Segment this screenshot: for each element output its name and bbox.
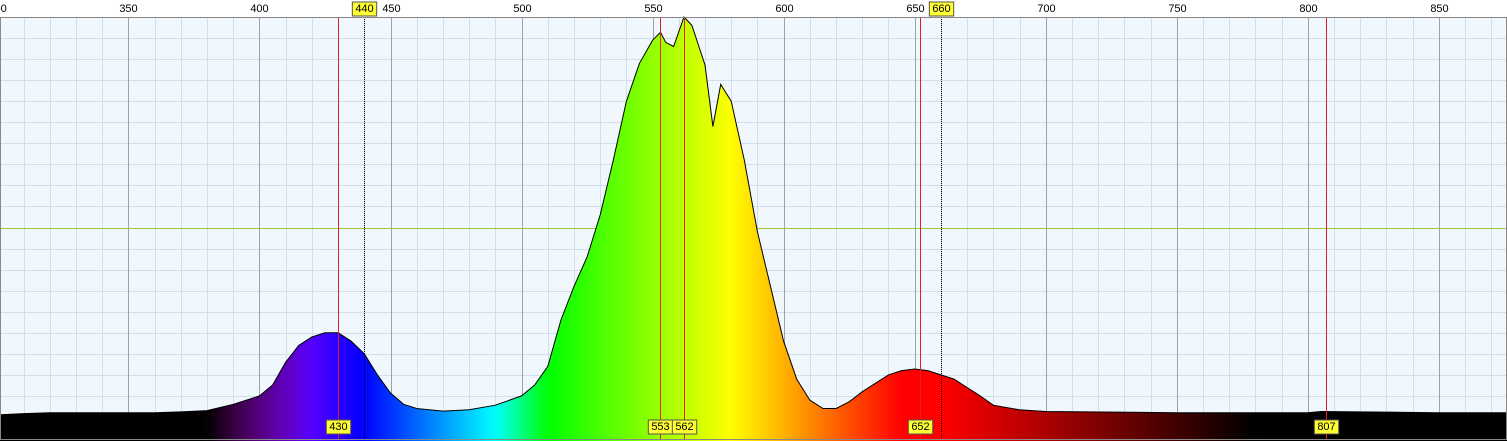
marker-label-box [351, 1, 378, 17]
x-tick-label: 850 [1430, 3, 1448, 15]
x-tick-label: 300 [0, 3, 7, 15]
marker-label-box [907, 419, 934, 435]
x-tick-label: 800 [1299, 3, 1317, 15]
x-tick-label: 700 [1037, 3, 1055, 15]
marker-label: 430 [325, 419, 352, 435]
x-tick-label: 400 [250, 3, 268, 15]
marker-label: 652 [907, 419, 934, 435]
marker-label-box [1313, 419, 1340, 435]
marker-label: 807 [1313, 419, 1340, 435]
x-tick-label: 350 [119, 3, 137, 15]
marker-label-text: 660 [932, 3, 950, 15]
x-tick-label: 550 [644, 3, 662, 15]
marker-label-text: 553 [651, 421, 669, 433]
marker-label-text: 652 [911, 421, 929, 433]
marker-label-box [325, 419, 352, 435]
marker-label-text: 430 [329, 421, 347, 433]
marker-label-text: 440 [355, 3, 373, 15]
marker-label: 660 [928, 1, 955, 17]
x-tick-label: 500 [513, 3, 531, 15]
x-tick-label: 750 [1168, 3, 1186, 15]
marker-label-box [671, 419, 698, 435]
marker-label: 440 [351, 1, 378, 17]
x-tick-label: 450 [382, 3, 400, 15]
marker-label-box [928, 1, 955, 17]
marker-label-text: 807 [1317, 421, 1335, 433]
spectrum-area [0, 17, 1507, 441]
x-tick-label: 600 [775, 3, 793, 15]
x-tick-label: 650 [906, 3, 924, 15]
marker-label-text: 562 [675, 421, 693, 433]
marker-label: 562 [671, 419, 698, 435]
spectrum-line [0, 16, 1507, 416]
marker-label: 553 [647, 419, 674, 435]
